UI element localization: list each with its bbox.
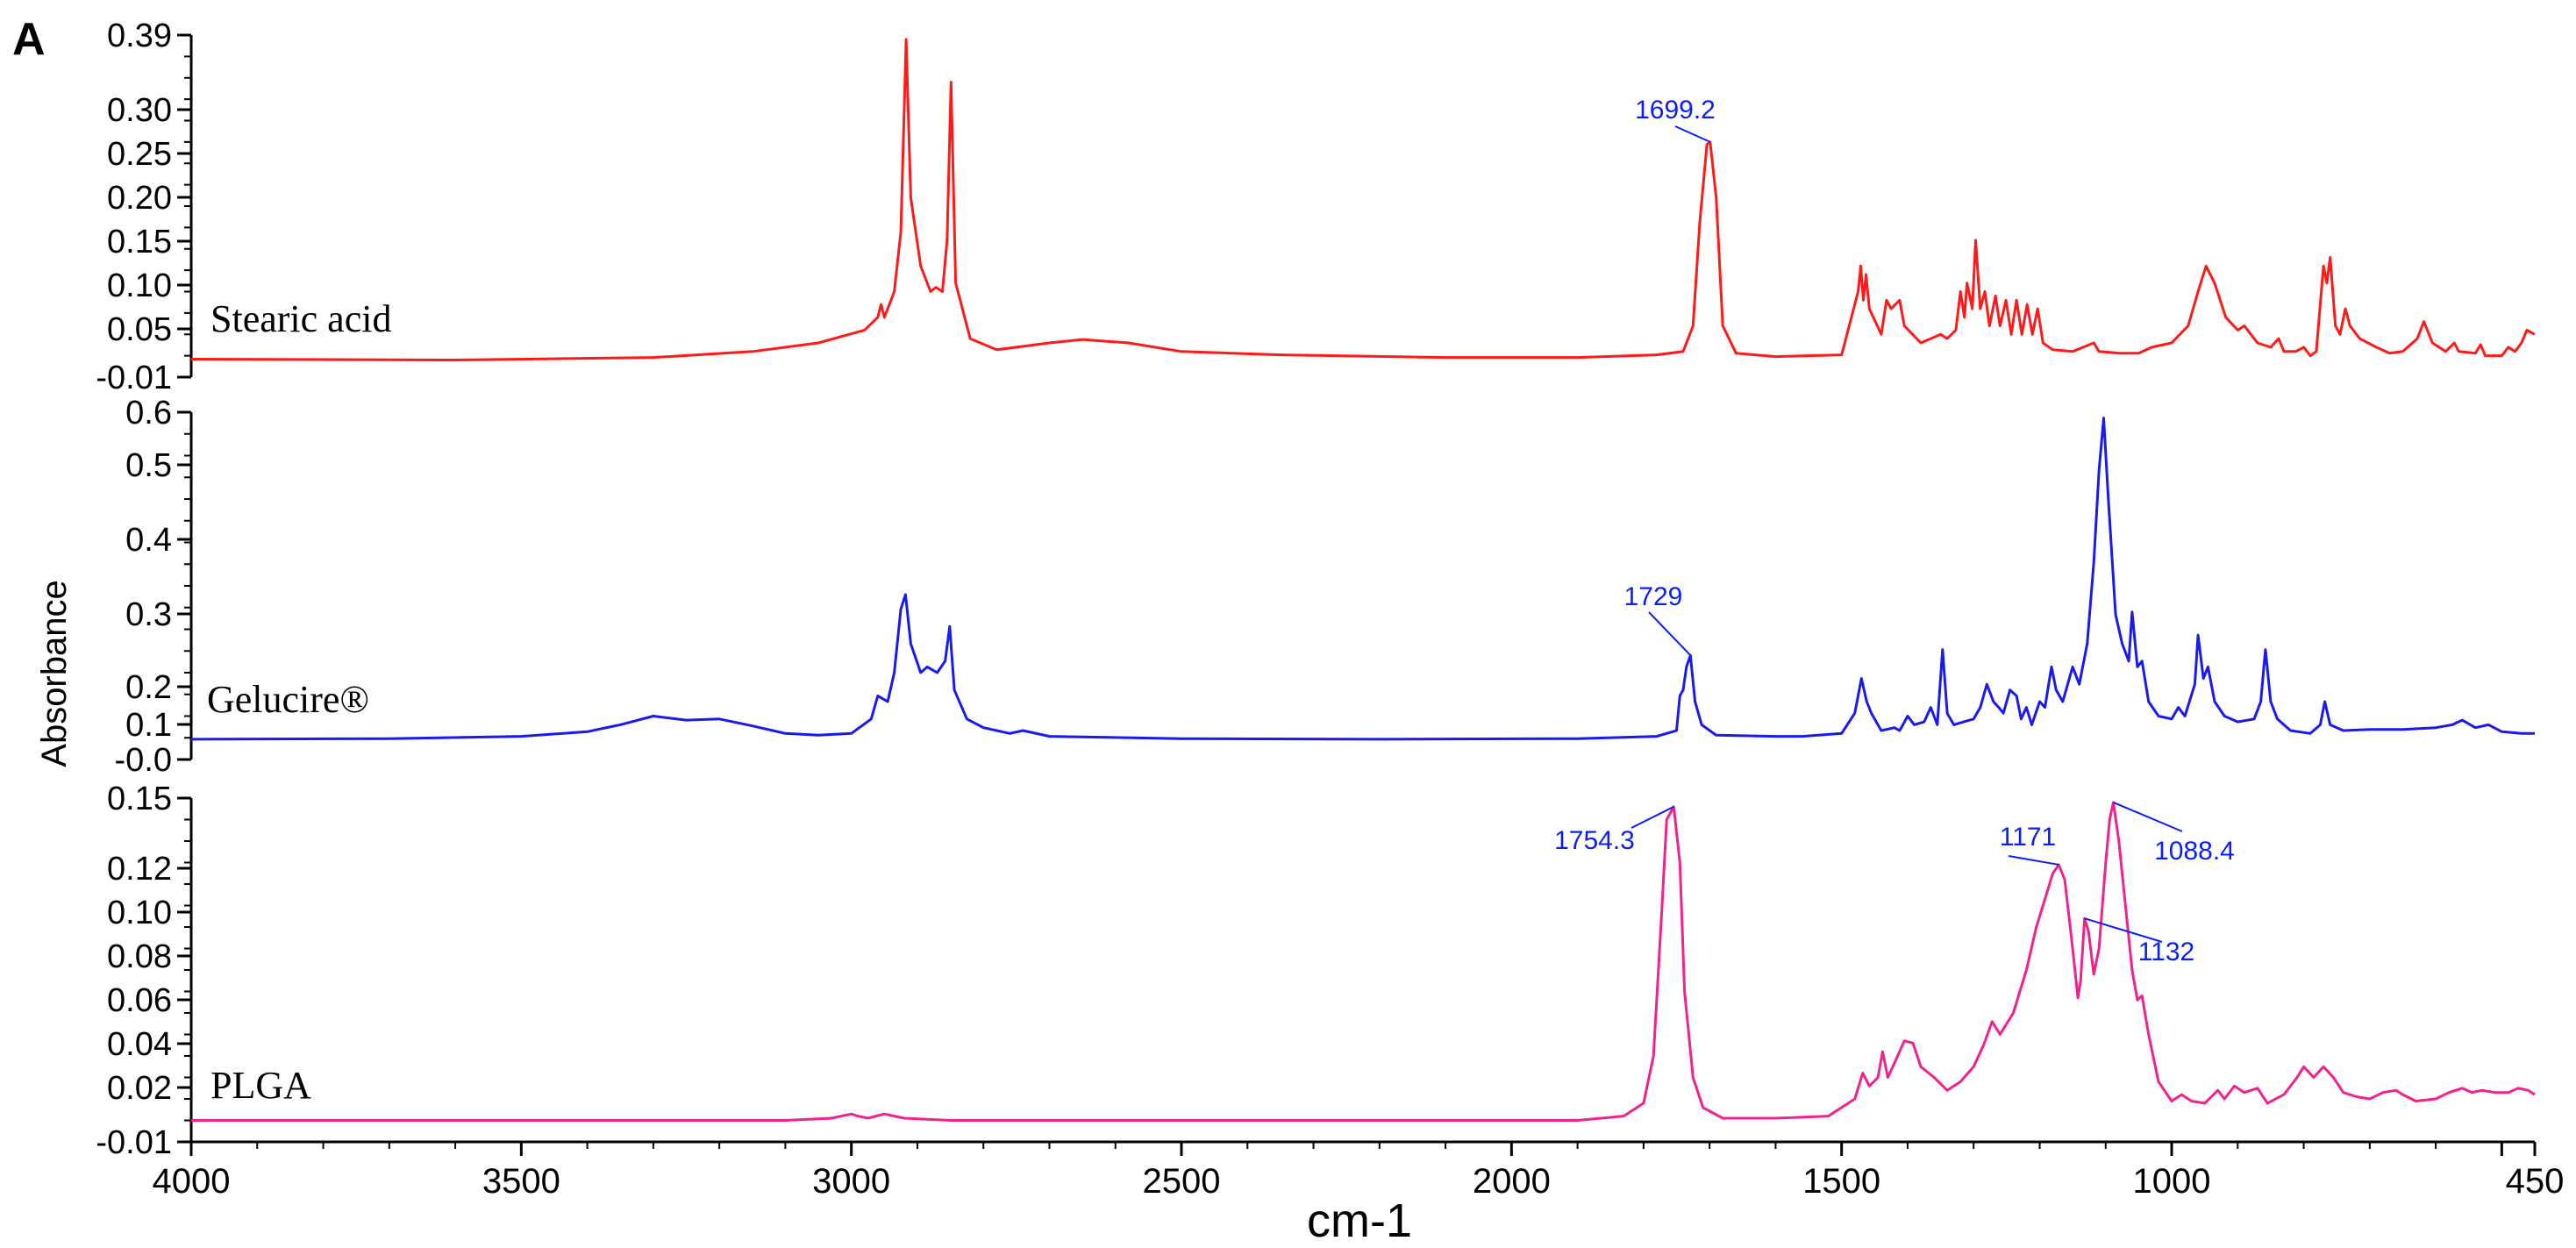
x-tick-label: 1500 bbox=[1802, 1162, 1880, 1201]
y-tick-label: 0.6 bbox=[125, 395, 172, 431]
axes-layer: 0.390.300.250.200.150.100.05-0.010.60.50… bbox=[96, 18, 2564, 1201]
spectrum-line-1 bbox=[190, 417, 2535, 741]
series-label-0: Stearic acid bbox=[211, 297, 391, 340]
panel-label: A bbox=[12, 14, 46, 65]
y-tick-label: 0.4 bbox=[125, 522, 172, 559]
peak-label: 1132 bbox=[2138, 938, 2195, 966]
x-tick-label: 2000 bbox=[1473, 1162, 1551, 1201]
y-axis-title: Absorbance bbox=[35, 580, 74, 767]
series-layer bbox=[190, 38, 2536, 1122]
peak-label: 1171 bbox=[2000, 823, 2057, 852]
x-tick-label: 3500 bbox=[482, 1162, 560, 1201]
y-tick-label: 0.02 bbox=[107, 1070, 172, 1107]
x-axis-title: cm-1 bbox=[1307, 1195, 1412, 1247]
series-label-2: PLGA bbox=[211, 1064, 311, 1107]
y-tick-label: 0.39 bbox=[107, 18, 172, 54]
y-tick-label: 0.1 bbox=[125, 707, 172, 744]
y-tick-label: 0.10 bbox=[107, 267, 172, 304]
y-tick-label: 0.5 bbox=[125, 447, 172, 484]
peak-label: 1699.2 bbox=[1635, 96, 1716, 125]
peak-leader-line bbox=[1631, 805, 1674, 829]
peak-label: 1754.3 bbox=[1554, 826, 1635, 855]
y-tick-label: 0.10 bbox=[107, 895, 172, 931]
y-tick-label: 0.3 bbox=[125, 596, 172, 633]
y-tick-label: 0.06 bbox=[107, 982, 172, 1019]
series-label-1: Gelucire® bbox=[207, 678, 369, 721]
y-tick-label: 0.20 bbox=[107, 180, 172, 217]
y-tick-label: 0.04 bbox=[107, 1026, 172, 1063]
y-tick-label: -0.01 bbox=[96, 360, 172, 396]
x-tick-label: 450 bbox=[2506, 1162, 2565, 1201]
y-tick-label: 0.30 bbox=[107, 92, 172, 129]
spectrum-line-0 bbox=[190, 38, 2536, 361]
x-tick-label: 2500 bbox=[1143, 1162, 1221, 1201]
peak-leader-line bbox=[2084, 917, 2163, 943]
x-tick-label: 3000 bbox=[812, 1162, 890, 1201]
y-tick-label: 0.25 bbox=[107, 136, 172, 173]
peak-leader-line bbox=[2008, 855, 2059, 866]
y-tick-label: 0.2 bbox=[125, 669, 172, 706]
x-tick-label: 4000 bbox=[153, 1162, 231, 1201]
y-tick-label: 0.15 bbox=[107, 781, 172, 817]
y-tick-label: 0.15 bbox=[107, 224, 172, 260]
spectrum-line-2 bbox=[191, 801, 2536, 1122]
y-tick-label: -0.0 bbox=[115, 742, 172, 779]
peak-label: 1088.4 bbox=[2154, 837, 2235, 866]
y-tick-label: 0.08 bbox=[107, 938, 172, 975]
peak-label: 1729 bbox=[1624, 582, 1683, 611]
peak-leader-line bbox=[1648, 611, 1692, 656]
peak-leader-line bbox=[1674, 125, 1711, 143]
x-tick-label: 1000 bbox=[2133, 1162, 2211, 1201]
label-layer: Stearic acid 1699.2 Gelucire® 1729 PLGA 1754.… bbox=[207, 96, 2235, 1107]
y-tick-label: -0.01 bbox=[96, 1124, 172, 1161]
y-tick-label: 0.05 bbox=[107, 311, 172, 348]
peak-leader-line bbox=[2113, 801, 2183, 832]
y-tick-label: 0.12 bbox=[107, 851, 172, 888]
